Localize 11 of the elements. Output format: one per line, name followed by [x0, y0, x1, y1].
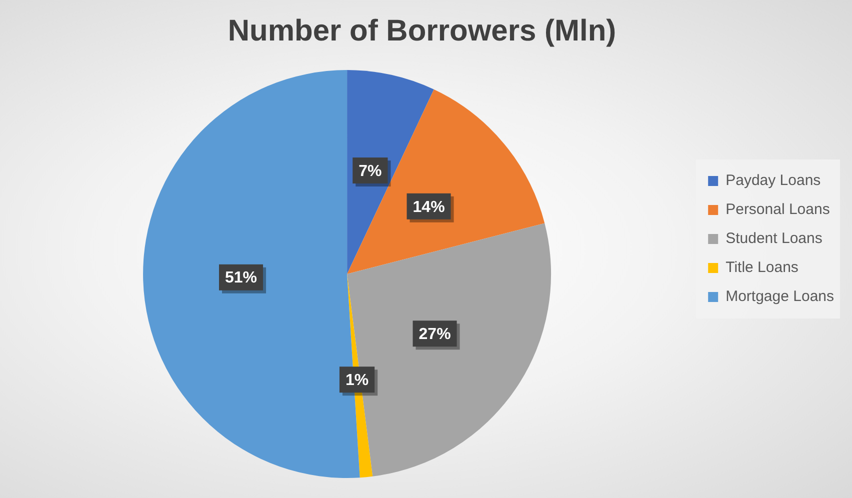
data-label: 7%	[358, 162, 382, 180]
data-label: 14%	[412, 198, 445, 216]
legend-label: Student Loans	[726, 230, 822, 248]
data-label: 51%	[225, 270, 258, 287]
legend-label: Personal Loans	[726, 201, 830, 218]
legend-label: Title Loans	[726, 259, 798, 276]
legend-label: Mortgage Loans	[726, 288, 834, 306]
data-label: 1%	[345, 372, 369, 390]
data-label: 27%	[418, 326, 451, 344]
chart-title: Number of Borrowers (Mln)	[228, 14, 616, 48]
legend-label: Payday Loans	[726, 172, 821, 190]
